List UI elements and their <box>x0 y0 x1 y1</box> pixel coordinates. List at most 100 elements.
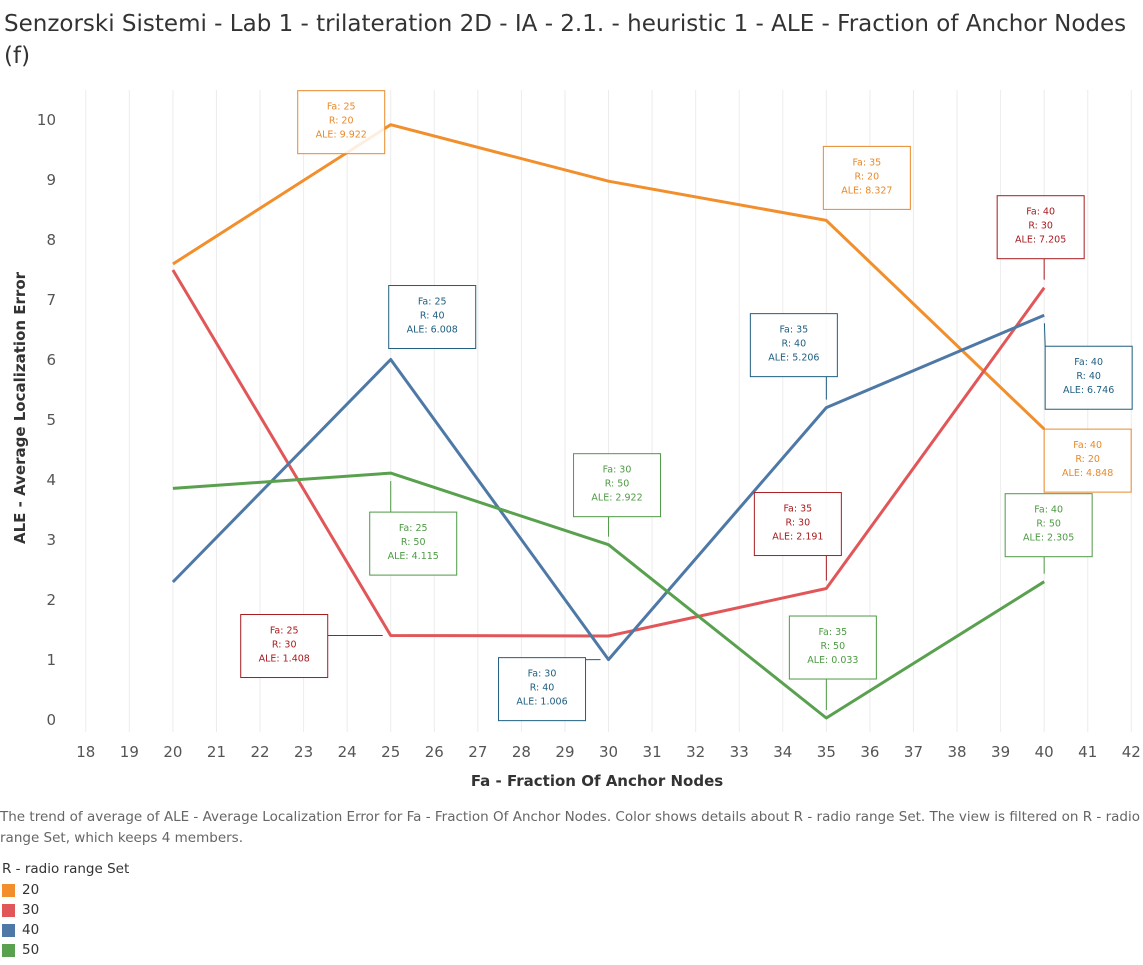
x-tick-label: 39 <box>991 743 1010 761</box>
series-line <box>171 269 1046 638</box>
x-tick-label: 24 <box>338 743 357 761</box>
legend-title: R - radio range Set <box>2 861 130 877</box>
annotation-box <box>1043 428 1132 493</box>
annotation-box <box>788 615 877 680</box>
x-tick-label: 22 <box>250 743 269 761</box>
annotation-text: R: 20 <box>329 116 354 127</box>
annotation-box <box>1044 345 1133 410</box>
data-annotation: Fa: 30 R: 50 ALE: 2.922 <box>573 453 662 537</box>
annotation-text: R: 50 <box>605 479 630 490</box>
legend-swatch <box>2 883 15 897</box>
legend-item[interactable]: 30 <box>2 900 129 920</box>
series-line <box>172 123 1046 431</box>
annotation-text: ALE: 7.205 <box>1015 235 1066 246</box>
x-tick-label: 25 <box>381 743 400 761</box>
x-tick-label: 31 <box>643 743 662 761</box>
y-tick-label: 9 <box>46 171 56 189</box>
legend-label: 40 <box>22 922 40 938</box>
series-line <box>171 313 1045 662</box>
annotation-text: R: 40 <box>1076 371 1101 382</box>
annotation-text: Fa: 40 <box>1073 440 1102 451</box>
y-tick-label: 6 <box>46 351 56 369</box>
annotation-text: R: 30 <box>1028 221 1053 232</box>
annotation-text: ALE: 1.408 <box>259 654 310 665</box>
annotation-text: R: 40 <box>420 311 445 322</box>
x-tick-label: 26 <box>425 743 444 761</box>
x-tick-label: 30 <box>599 743 618 761</box>
x-tick-label: 27 <box>468 743 487 761</box>
legend-item[interactable]: 40 <box>2 920 129 940</box>
x-tick-label: 32 <box>686 743 705 761</box>
data-annotation: Fa: 40 R: 30 ALE: 7.205 <box>996 195 1085 280</box>
annotation-text: R: 40 <box>782 339 807 350</box>
data-annotation: Fa: 40 R: 20 ALE: 4.848 <box>1043 428 1132 493</box>
x-tick-label: 41 <box>1078 743 1097 761</box>
annotation-text: Fa: 35 <box>783 504 812 515</box>
annotation-text: ALE: 2.191 <box>772 532 823 543</box>
annotation-text: ALE: 8.327 <box>841 185 892 196</box>
legend-swatch <box>2 943 15 957</box>
annotation-box <box>753 492 842 557</box>
gridlines <box>85 90 1132 732</box>
legend-label: 50 <box>22 942 40 958</box>
data-annotation: Fa: 35 R: 40 ALE: 5.206 <box>749 313 838 400</box>
annotation-text: R: 50 <box>821 641 846 652</box>
y-tick-label: 2 <box>46 591 56 609</box>
legend-item[interactable]: 50 <box>2 940 129 960</box>
data-annotation: Fa: 40 R: 40 ALE: 6.746 <box>1043 323 1133 410</box>
x-tick-label: 42 <box>1122 743 1141 761</box>
line-chart: 18 19 20 21 22 23 24 25 26 27 28 29 30 31 32 33 34 35 36 37… <box>11 90 1141 790</box>
annotation-text: Fa: 25 <box>418 297 447 308</box>
x-tick-label: 38 <box>947 743 966 761</box>
data-annotation: Fa: 30 R: 40 ALE: 1.006 <box>498 657 601 722</box>
x-tick-label: 23 <box>294 743 313 761</box>
legend-swatch <box>2 923 15 937</box>
y-tick-label: 1 <box>46 651 56 669</box>
annotation-text: Fa: 35 <box>779 325 808 336</box>
annotation-text: ALE: 9.922 <box>316 130 367 141</box>
x-tick-label: 21 <box>207 743 226 761</box>
chart-title: Senzorski Sistemi - Lab 1 - trilateratio… <box>4 11 1127 69</box>
annotation-text: R: 30 <box>272 640 297 651</box>
annotation-text: R: 20 <box>855 171 880 182</box>
annotation-leader <box>1043 323 1046 347</box>
annotation-text: R: 30 <box>786 518 811 529</box>
annotation-box <box>240 614 329 679</box>
annotation-box <box>369 511 458 576</box>
data-annotation: Fa: 25 R: 30 ALE: 1.408 <box>240 614 383 679</box>
legend-swatch <box>2 903 15 917</box>
x-tick-label: 29 <box>555 743 574 761</box>
y-tick-label: 3 <box>46 531 56 549</box>
annotation-text: Fa: 40 <box>1074 357 1103 368</box>
annotation-text: Fa: 30 <box>603 465 632 476</box>
x-tick-label: 19 <box>120 743 139 761</box>
annotation-box <box>822 145 911 210</box>
x-tick-label: 40 <box>1035 743 1054 761</box>
annotation-text: Fa: 40 <box>1026 207 1055 218</box>
y-tick-label: 4 <box>46 471 56 489</box>
annotation-text: R: 50 <box>1036 519 1061 530</box>
annotation-box <box>1004 493 1093 558</box>
annotation-text: Fa: 25 <box>327 102 356 113</box>
annotation-text: Fa: 35 <box>852 157 881 168</box>
data-annotation: Fa: 25 R: 20 ALE: 9.922 <box>297 90 386 155</box>
y-axis-ticks: 0 1 2 3 4 5 6 7 8 9 10 <box>37 111 56 729</box>
legend-item[interactable]: 20 <box>2 880 129 900</box>
annotation-text: Fa: 30 <box>528 669 557 680</box>
x-tick-label: 28 <box>512 743 531 761</box>
data-annotation: Fa: 40 R: 50 ALE: 2.305 <box>1004 493 1093 574</box>
annotation-text: R: 40 <box>530 683 555 694</box>
data-annotation: Fa: 25 R: 50 ALE: 4.115 <box>369 481 458 576</box>
legend-label: 30 <box>22 902 40 918</box>
annotation-box <box>498 657 587 722</box>
y-axis-label: ALE - Average Localization Error <box>11 271 29 544</box>
x-axis-label: Fa - Fraction Of Anchor Nodes <box>471 772 723 790</box>
y-tick-label: 8 <box>46 231 56 249</box>
y-tick-label: 10 <box>37 111 56 129</box>
annotation-text: Fa: 40 <box>1034 505 1063 516</box>
annotation-text: Fa: 25 <box>270 626 299 637</box>
y-tick-label: 5 <box>46 411 56 429</box>
x-tick-label: 18 <box>76 743 95 761</box>
x-tick-label: 20 <box>163 743 182 761</box>
annotation-text: ALE: 6.008 <box>407 325 458 336</box>
